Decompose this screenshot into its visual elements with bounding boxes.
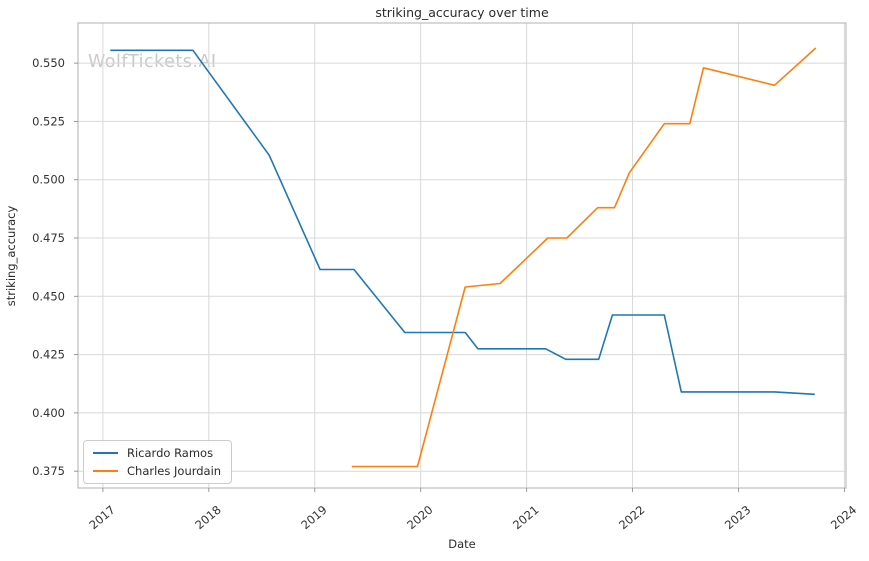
x-tick-label: 2019 [298,503,329,533]
x-tick-label: 2018 [192,503,223,533]
plot-area-frame [77,22,847,489]
legend-label: Charles Jourdain [127,464,222,478]
x-tick-label: 2017 [86,503,117,533]
legend-line-swatch-orange [93,470,118,472]
series-line-charles-jourdain [351,47,817,468]
watermark: WolfTickets.AI [88,52,217,72]
y-tick-label: 0.525 [32,114,65,128]
x-tick-label: 2021 [510,503,541,533]
x-axis-label: Date [448,537,476,551]
x-tick-label: 2020 [404,503,435,533]
y-tick-label: 0.550 [32,56,65,70]
series-line-ricardo-ramos [110,49,815,396]
x-tick-label: 2022 [616,503,647,533]
y-tick-label: 0.425 [32,348,65,362]
legend-item-charles-jourdain: Charles Jourdain [93,464,221,478]
y-tick-label: 0.500 [32,173,65,187]
legend-item-ricardo-ramos: Ricardo Ramos [93,446,221,460]
legend-label: Ricardo Ramos [127,446,214,460]
x-tick-label: 2023 [722,503,753,533]
y-axis-label: striking_accuracy [4,205,18,307]
chart-title: striking_accuracy over time [375,5,549,20]
y-tick-label: 0.475 [32,231,65,245]
y-tick-label: 0.450 [32,289,65,303]
legend-line-swatch-blue [93,452,118,454]
y-tick-label: 0.400 [32,406,65,420]
legend: Ricardo Ramos Charles Jourdain [83,440,233,484]
x-tick-label: 2024 [828,503,859,533]
y-tick-label: 0.375 [32,464,65,478]
